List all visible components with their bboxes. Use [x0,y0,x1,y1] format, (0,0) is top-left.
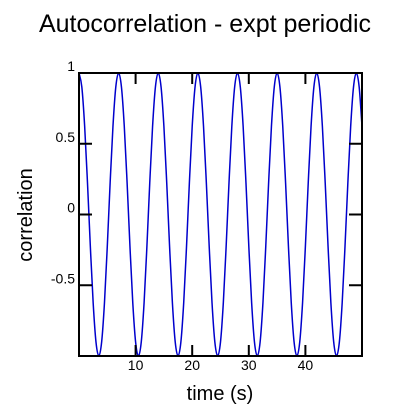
chart-title: Autocorrelation - expt periodic [39,10,371,38]
y-tick-label: -0.5 [51,270,75,286]
x-axis-label: time (s) [187,383,254,405]
x-tick-label: 10 [128,357,144,373]
plot-frame [78,72,363,357]
y-axis-label: correlation [15,168,37,261]
y-tick-label: 1 [67,58,75,74]
x-tick-label: 30 [241,357,257,373]
x-tick-label: 20 [184,357,200,373]
x-tick-label: 40 [298,357,314,373]
y-tick-label: 0 [67,200,75,216]
y-tick-label: 0.5 [56,129,76,145]
line [78,72,363,357]
